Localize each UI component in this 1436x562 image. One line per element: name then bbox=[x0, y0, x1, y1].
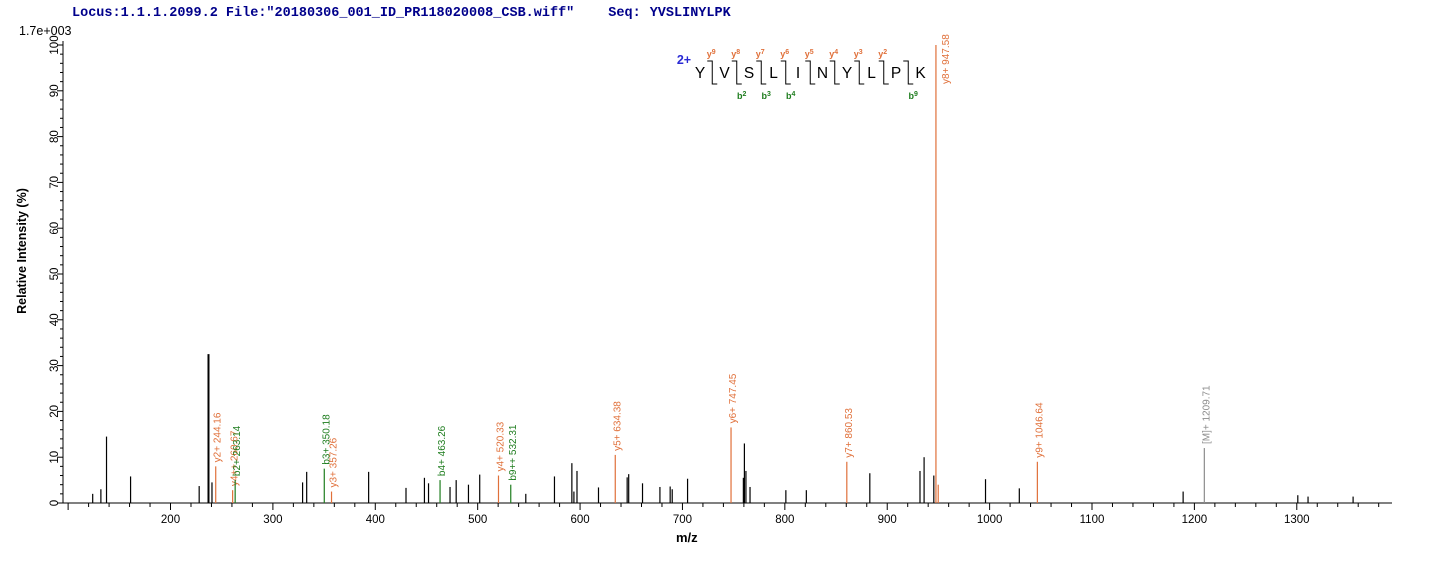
peak-annotation-label: b4+ 463.26 bbox=[437, 425, 448, 476]
x-axis-tick-label: 300 bbox=[263, 514, 282, 526]
peak-annotation-label: y7+ 860.53 bbox=[844, 408, 855, 458]
fragmentation-divider bbox=[854, 60, 865, 85]
precursor-charge-label: 2+ bbox=[677, 53, 691, 67]
peptide-residue-letter: L bbox=[769, 65, 778, 82]
x-axis-tick-label: 800 bbox=[775, 514, 794, 526]
x-axis-tick-label: 1300 bbox=[1284, 514, 1310, 526]
x-axis-tick-label: 1000 bbox=[977, 514, 1003, 526]
y-ion-mark: y7 bbox=[756, 49, 765, 59]
x-axis-tick-label: 1100 bbox=[1080, 514, 1105, 526]
peak-annotation-label: y6+ 747.45 bbox=[728, 373, 739, 423]
y-ion-mark: y2 bbox=[878, 49, 887, 59]
x-axis-title: m/z bbox=[676, 530, 698, 545]
fragmentation-divider bbox=[756, 60, 767, 85]
fragmentation-divider bbox=[903, 60, 914, 85]
x-axis-tick-label: 900 bbox=[878, 514, 897, 526]
peak-annotation-label: y5+ 634.38 bbox=[612, 401, 623, 451]
y-axis-tick-label: 90 bbox=[49, 84, 61, 97]
y-axis-tick-label: 80 bbox=[49, 130, 61, 143]
peptide-residue-letter: Y bbox=[695, 65, 705, 82]
y-axis-tick-label: 30 bbox=[49, 359, 61, 372]
peptide-residue-letter: L bbox=[867, 65, 876, 82]
y-axis-tick-label: 0 bbox=[49, 500, 61, 506]
peptide-residue-letter: K bbox=[915, 65, 926, 82]
x-axis-tick-label: 500 bbox=[468, 514, 487, 526]
peptide-sequence-text: YVSLINYLPK bbox=[649, 6, 731, 21]
sequence-header: Seq: YVSLINYLPK bbox=[608, 6, 730, 21]
fragmentation-divider bbox=[829, 60, 840, 85]
y-ion-mark: y3 bbox=[854, 49, 863, 59]
y-ion-mark: y8 bbox=[731, 49, 740, 59]
fragmentation-divider bbox=[878, 60, 889, 85]
b-ion-mark: b3 bbox=[762, 91, 772, 101]
y-ion-mark: y6 bbox=[780, 49, 789, 59]
peak-annotation-label: b2+ 263.14 bbox=[232, 425, 243, 476]
b-ion-mark: b2 bbox=[737, 91, 747, 101]
y-axis-tick-label: 20 bbox=[49, 405, 61, 418]
intensity-scale-label: 1.7e+003 bbox=[19, 24, 72, 38]
x-axis-tick-label: 600 bbox=[570, 514, 589, 526]
peptide-residue-letter: Y bbox=[842, 65, 852, 82]
peak-annotation-label: b9++ 532.31 bbox=[508, 424, 519, 481]
fragmentation-divider bbox=[805, 60, 816, 85]
y-axis-tick-label: 40 bbox=[49, 313, 61, 326]
x-axis-tick-label: 400 bbox=[366, 514, 385, 526]
y-ion-mark: y5 bbox=[805, 49, 814, 59]
peptide-residue-letter: N bbox=[817, 65, 828, 82]
peptide-residue-letter: S bbox=[744, 65, 754, 82]
y-ion-mark: y9 bbox=[707, 49, 716, 59]
y-ion-mark: y4 bbox=[829, 49, 838, 59]
header-bar: Locus:1.1.1.2099.2 File:"20180306_001_ID… bbox=[72, 6, 731, 21]
peptide-residue-letter: I bbox=[796, 65, 800, 82]
y-axis-tick-label: 70 bbox=[49, 176, 61, 189]
peak-annotation-label: y9+ 1046.64 bbox=[1034, 402, 1045, 458]
fragmentation-divider bbox=[707, 60, 718, 85]
fragmentation-divider bbox=[731, 60, 742, 85]
peak-annotation-label: b3+ 350.18 bbox=[321, 414, 332, 465]
fragmentation-divider bbox=[780, 60, 791, 85]
x-axis-tick-label: 1200 bbox=[1182, 514, 1208, 526]
b-ion-mark: b9 bbox=[909, 91, 919, 101]
peptide-residue-letter: V bbox=[719, 65, 730, 82]
peak-annotation-label: y2+ 244.16 bbox=[213, 412, 224, 462]
peak-annotation-label: y4+ 520.33 bbox=[495, 421, 506, 471]
peak-annotation-label: [M]+ 1209.71 bbox=[1201, 385, 1212, 444]
y-axis-title: Relative Intensity (%) bbox=[15, 188, 29, 314]
peak-annotation-label: y3+ 357.26 bbox=[329, 437, 340, 487]
seq-prefix-label: Seq: bbox=[608, 6, 641, 21]
peptide-residue-letter: P bbox=[891, 65, 901, 82]
y-axis-tick-label: 100 bbox=[49, 35, 61, 54]
peak-annotation-label: y8+ 947.58 bbox=[941, 34, 952, 84]
peak-annotation-label: y4++ 260.67 bbox=[230, 430, 241, 486]
b-ion-mark: b4 bbox=[786, 91, 796, 101]
y-axis-tick-label: 10 bbox=[49, 451, 61, 464]
x-axis-tick-label: 700 bbox=[673, 514, 692, 526]
y-axis-tick-label: 60 bbox=[49, 222, 61, 235]
locus-file-label: Locus:1.1.1.2099.2 File:"20180306_001_ID… bbox=[72, 6, 575, 21]
x-axis-tick-label: 200 bbox=[161, 514, 180, 526]
y-axis-tick-label: 50 bbox=[49, 268, 61, 281]
